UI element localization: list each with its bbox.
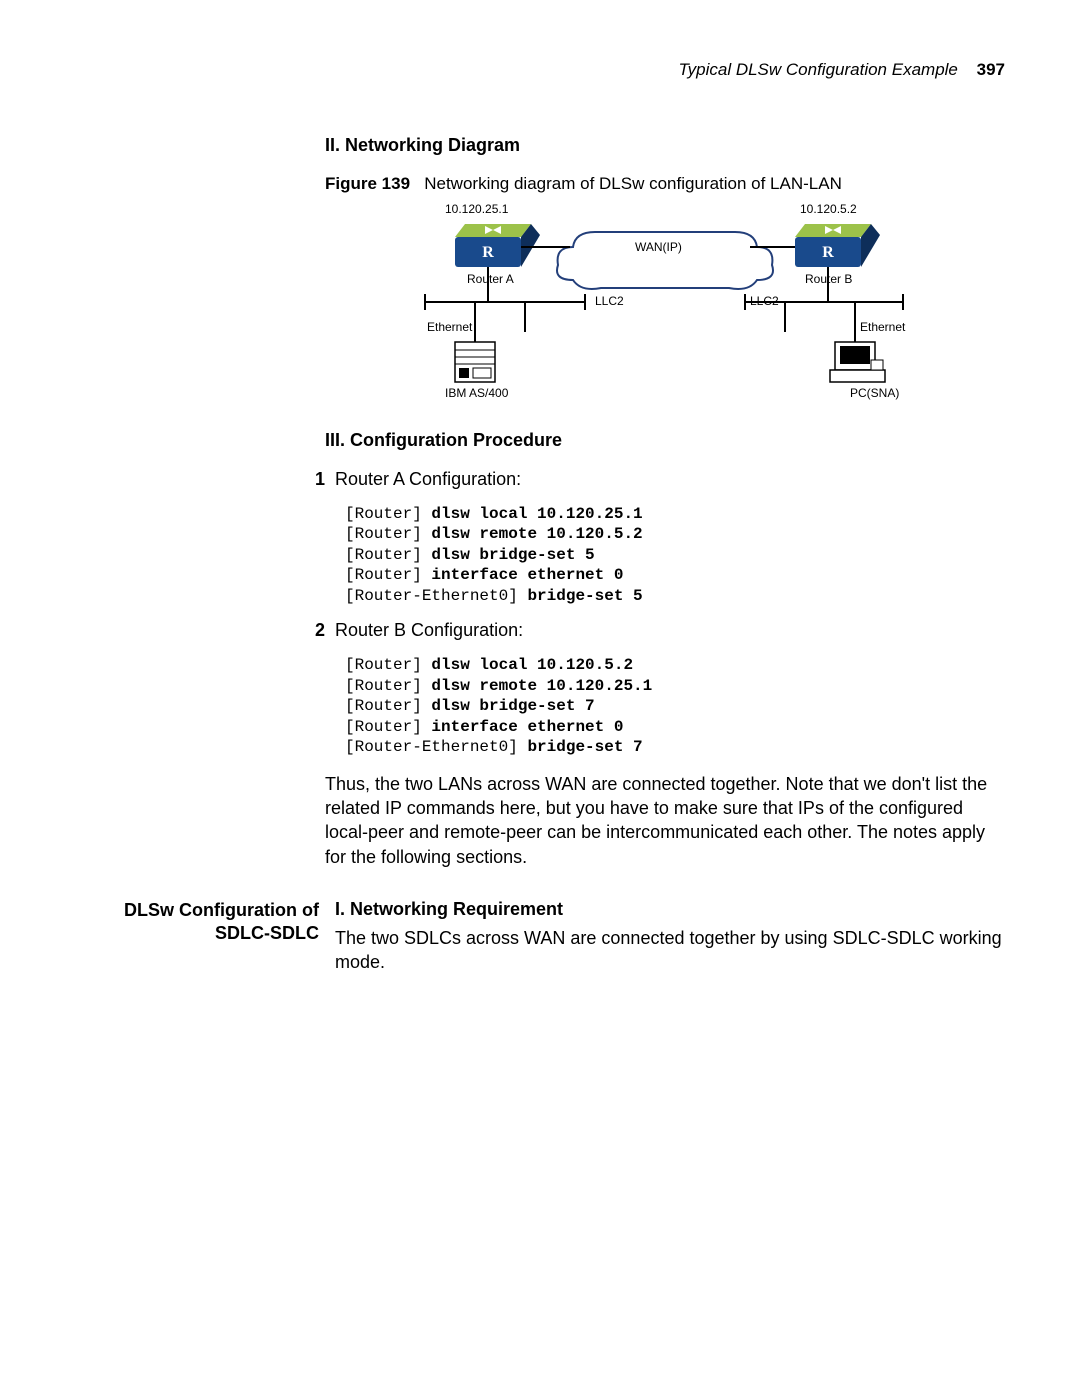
ibm-as400-icon	[455, 342, 495, 382]
running-header: Typical DLSw Configuration Example 397	[75, 60, 1005, 80]
network-diagram: R R	[405, 202, 925, 402]
svg-text:R: R	[482, 244, 494, 261]
figure-caption: Figure 139 Networking diagram of DLSw co…	[325, 174, 1005, 194]
header-title: Typical DLSw Configuration Example	[679, 60, 958, 79]
figure-caption-text: Networking diagram of DLSw configuration…	[424, 174, 842, 193]
section-2-heading: II. Networking Diagram	[325, 135, 1005, 156]
step-number: 1	[297, 469, 335, 490]
step-label: Router A Configuration:	[335, 469, 521, 490]
figure-label: Figure 139	[325, 174, 410, 193]
diagram-wan-label: WAN(IP)	[635, 240, 682, 254]
pc-sna-icon	[830, 342, 885, 382]
code-block-router-a: [Router] dlsw local 10.120.25.1 [Router]…	[345, 504, 1005, 606]
diagram-ethernet-left: Ethernet	[427, 320, 472, 334]
code-block-router-b: [Router] dlsw local 10.120.5.2 [Router] …	[345, 655, 1005, 757]
diagram-ethernet-right: Ethernet	[860, 320, 905, 334]
diagram-host-left: IBM AS/400	[445, 386, 508, 400]
config-step: 2 Router B Configuration:	[325, 620, 1005, 641]
step-number: 2	[297, 620, 335, 641]
diagram-llc2-left: LLC2	[595, 294, 624, 308]
svg-text:R: R	[822, 244, 834, 261]
router-b-icon: R	[795, 224, 880, 267]
sdlc-subheading: I. Networking Requirement	[335, 899, 1005, 920]
diagram-svg: R R	[405, 202, 925, 402]
config-step: 1 Router A Configuration:	[325, 469, 1005, 490]
side-title: DLSw Configuration of SDLC-SDLC	[75, 899, 335, 946]
diagram-router-b: Router B	[805, 272, 852, 286]
diagram-router-a: Router A	[467, 272, 514, 286]
step-label: Router B Configuration:	[335, 620, 523, 641]
diagram-host-right: PC(SNA)	[850, 386, 899, 400]
main-content: II. Networking Diagram Figure 139 Networ…	[325, 135, 1005, 869]
diagram-ip-right: 10.120.5.2	[800, 202, 857, 216]
diagram-ip-left: 10.120.25.1	[445, 202, 508, 216]
sdlc-body: The two SDLCs across WAN are connected t…	[335, 926, 1005, 975]
sdlc-section: DLSw Configuration of SDLC-SDLC I. Netwo…	[75, 899, 1005, 985]
closing-paragraph: Thus, the two LANs across WAN are connec…	[325, 772, 1005, 869]
side-body: I. Networking Requirement The two SDLCs …	[335, 899, 1005, 985]
router-a-icon: R	[455, 224, 540, 267]
page: Typical DLSw Configuration Example 397 I…	[0, 0, 1080, 1044]
page-number: 397	[977, 60, 1005, 79]
section-3-heading: III. Configuration Procedure	[325, 430, 1005, 451]
diagram-llc2-right: LLC2	[750, 294, 779, 308]
